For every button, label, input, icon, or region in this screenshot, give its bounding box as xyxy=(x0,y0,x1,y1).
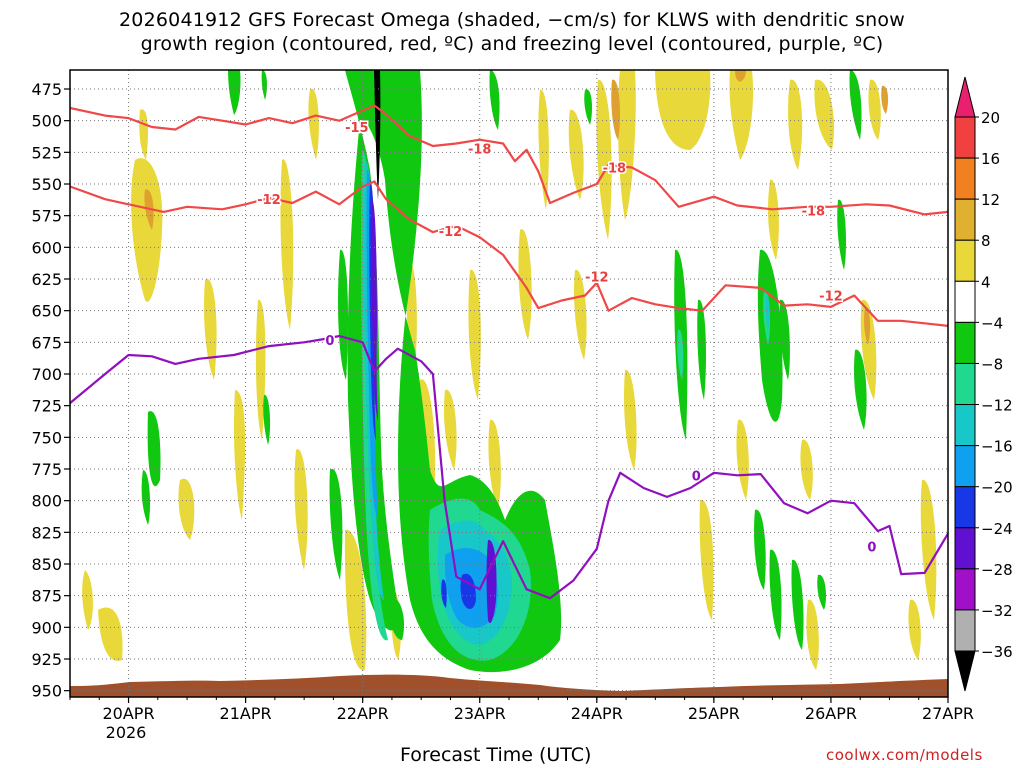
x-tick-label: 24APR xyxy=(571,704,623,723)
y-tick-label: 550 xyxy=(31,175,62,194)
contour-label: -18 xyxy=(802,205,826,220)
colorbar-label: −16 xyxy=(981,438,1013,456)
contour-lines xyxy=(70,104,948,600)
contour-line-0 xyxy=(70,334,948,600)
contour-label: -18 xyxy=(603,162,627,177)
x-axis-ticks: 20APR 21APR 22APR 23APR 24APR 25APR 26APR 27APR xyxy=(69,697,974,723)
contour-label: -12 xyxy=(819,289,843,304)
colorbar-label: −28 xyxy=(981,561,1013,579)
colorbar-label: 16 xyxy=(981,150,1000,168)
contour-line--12 xyxy=(70,180,948,327)
colorbar-swatch xyxy=(954,568,976,611)
colorbar-swatch xyxy=(954,445,976,488)
colorbar-label: 12 xyxy=(981,191,1000,209)
contour-label: -18 xyxy=(468,143,492,158)
colorbar-label: −24 xyxy=(981,520,1013,538)
y-tick-label: 950 xyxy=(31,682,62,701)
x-tick-label: 22APR xyxy=(337,704,389,723)
colorbar-swatch xyxy=(954,527,976,570)
colorbar-swatch xyxy=(954,116,976,159)
colorbar-bottom-arrow xyxy=(954,650,976,692)
colorbar-label: −12 xyxy=(981,397,1013,415)
colorbar-swatch xyxy=(954,362,976,406)
x-tick-label: 23APR xyxy=(454,704,506,723)
colorbar-label: 20 xyxy=(981,109,1000,127)
contour-label: -12 xyxy=(585,270,609,285)
colorbar-swatch xyxy=(954,239,976,282)
y-tick-label: 825 xyxy=(31,523,62,542)
contour-labels: -15 -18 -18 -18 -12 -12 -12 -12 0 0 0 xyxy=(256,120,878,557)
x-tick-label: 25APR xyxy=(688,704,740,723)
colorbar-label: −4 xyxy=(981,314,1003,332)
y-tick-label: 875 xyxy=(31,587,62,606)
colorbar-swatch xyxy=(954,280,976,323)
x-axis-title: Forecast Time (UTC) xyxy=(400,744,592,766)
y-tick-label: 775 xyxy=(31,460,62,479)
y-tick-label: 525 xyxy=(31,143,62,162)
x-tick-label: 20APR xyxy=(102,704,154,723)
x-tick-label: 27APR xyxy=(922,704,974,723)
x-year-label: 2026 xyxy=(106,723,147,742)
y-tick-label: 800 xyxy=(31,492,62,511)
colorbar-swatch xyxy=(954,157,976,200)
contour-label: 0 xyxy=(325,334,334,349)
y-tick-label: 575 xyxy=(31,207,62,226)
y-tick-label: 725 xyxy=(31,397,62,416)
colorbar-label: −20 xyxy=(981,479,1013,497)
terrain-band xyxy=(70,674,948,697)
colorbar-label: 8 xyxy=(981,232,991,250)
colorbar-swatch xyxy=(954,321,976,364)
y-tick-label: 700 xyxy=(31,365,62,384)
y-tick-label: 600 xyxy=(31,238,62,257)
colorbar-label: 4 xyxy=(981,273,991,291)
y-axis-ticks: 475 500 525 550 575 600 625 650 675 700 725 750 775 8… xyxy=(31,80,70,701)
colorbar-label: −36 xyxy=(981,643,1013,661)
x-tick-label: 26APR xyxy=(805,704,857,723)
contour-label: -12 xyxy=(439,225,463,240)
y-tick-label: 625 xyxy=(31,270,62,289)
chart-subtitle: growth region (contoured, red, ºC) and f… xyxy=(140,33,884,55)
y-tick-label: 500 xyxy=(31,112,62,131)
contour-label: -12 xyxy=(257,193,281,208)
contour-label: -15 xyxy=(345,121,369,136)
colorbar-swatch xyxy=(954,404,976,447)
y-tick-label: 900 xyxy=(31,618,62,637)
chart-title: 2026041912 GFS Forecast Omega (shaded, −… xyxy=(119,9,905,31)
y-tick-label: 650 xyxy=(31,302,62,321)
colorbar-swatch xyxy=(954,198,976,241)
contour-label: 0 xyxy=(692,469,701,484)
contour-line--18 xyxy=(70,104,948,216)
colorbar-label: −8 xyxy=(981,355,1003,373)
colorbar-swatch xyxy=(954,609,976,652)
y-tick-label: 675 xyxy=(31,333,62,352)
y-tick-label: 850 xyxy=(31,555,62,574)
colorbar-swatch xyxy=(954,486,976,529)
x-tick-label: 21APR xyxy=(220,704,272,723)
grid-lines xyxy=(70,70,948,697)
y-tick-label: 750 xyxy=(31,428,62,447)
colorbar: 20 16 12 8 4 −4 −8 −12 −16 −20 −24 −28 −32 −36 xyxy=(954,76,1013,692)
contour-label: 0 xyxy=(867,540,876,555)
y-tick-label: 475 xyxy=(31,80,62,99)
omega-shading xyxy=(82,70,937,673)
colorbar-label: −32 xyxy=(981,602,1013,620)
credit-text: coolwx.com/models xyxy=(826,746,983,764)
y-tick-label: 925 xyxy=(31,650,62,669)
colorbar-top-arrow xyxy=(954,76,976,118)
